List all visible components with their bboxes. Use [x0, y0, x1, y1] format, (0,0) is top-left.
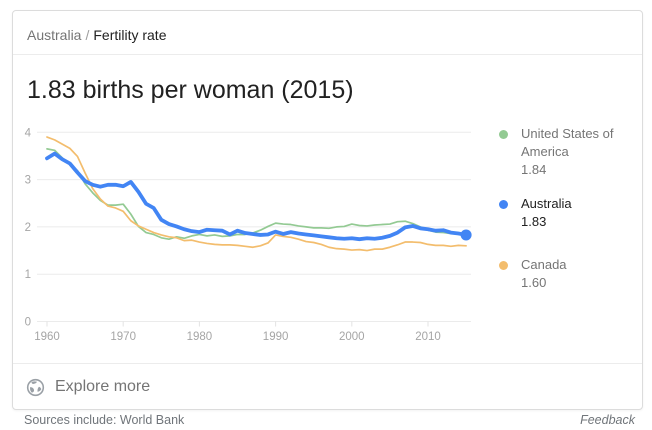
legend-value-australia: 1.83	[521, 214, 547, 229]
legend-label-australia: Australia	[521, 196, 572, 211]
legend-item-united-states[interactable]: United States of America 1.84	[499, 125, 639, 179]
xtick-label-1970: 1970	[110, 331, 136, 343]
page-title: 1.83 births per woman (2015)	[27, 76, 354, 104]
ytick-label-1: 1	[25, 269, 31, 281]
series-line-australia	[45, 151, 469, 242]
breadcrumb-separator: /	[85, 27, 90, 43]
fertility-line-chart[interactable]: 0 1 2 3 4 1960 1970 1980 1990 2000 2010	[13, 119, 493, 354]
xtick-label-1960: 1960	[34, 331, 60, 343]
chart-legend: United States of America 1.84 Australia …	[499, 125, 639, 292]
feedback-link[interactable]: Feedback	[580, 413, 635, 427]
ytick-label-4: 4	[25, 127, 32, 139]
breadcrumb: Australia / Fertility rate	[27, 27, 166, 43]
globe-icon	[26, 378, 45, 396]
explore-more-button[interactable]: Explore more	[13, 364, 642, 410]
australia-series-dot-icon	[499, 200, 508, 209]
fertility-rate-card: Australia / Fertility rate 1.83 births per…	[12, 10, 643, 410]
series-line-canada	[46, 136, 467, 252]
breadcrumb-current: Fertility rate	[93, 27, 167, 43]
series-endpoint-dot-australia	[460, 229, 472, 241]
legend-label-canada: Canada	[521, 257, 567, 272]
canada-series-dot-icon	[499, 261, 508, 270]
xtick-label-1980: 1980	[187, 331, 213, 343]
legend-item-australia[interactable]: Australia 1.83	[499, 195, 639, 231]
explore-more-label: Explore more	[55, 378, 151, 395]
xtick-label-2010: 2010	[415, 331, 441, 343]
xtick-label-2000: 2000	[339, 331, 365, 343]
ytick-label-2: 2	[25, 222, 31, 234]
legend-item-canada[interactable]: Canada 1.60	[499, 256, 639, 292]
series-line-united-states-of-america	[46, 148, 467, 241]
ytick-label-0: 0	[25, 317, 31, 329]
header-divider	[13, 54, 642, 55]
legend-value-canada: 1.60	[521, 275, 547, 290]
united-states-series-dot-icon	[499, 130, 508, 139]
breadcrumb-parent-link[interactable]: Australia	[27, 27, 82, 43]
ytick-label-3: 3	[25, 175, 31, 187]
legend-value-united-states: 1.84	[521, 162, 547, 177]
legend-label-united-states: United States of America	[521, 126, 614, 159]
sources-note: Sources include: World Bank	[24, 413, 185, 427]
explore-divider	[13, 363, 642, 364]
xtick-label-1990: 1990	[263, 331, 289, 343]
